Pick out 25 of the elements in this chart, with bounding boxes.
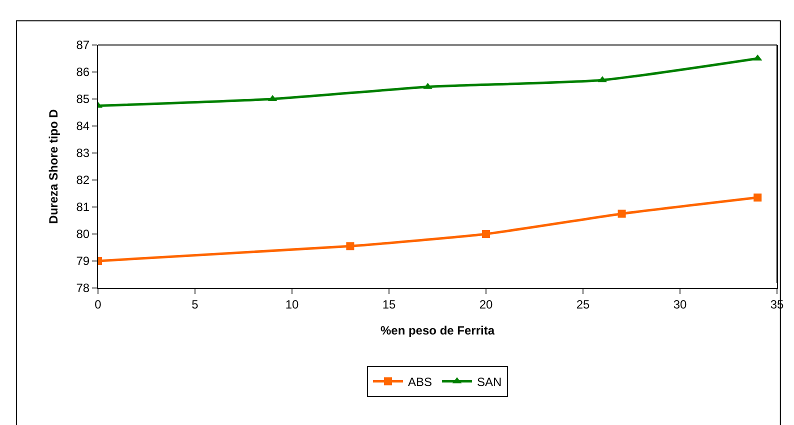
x-tick-label: 0 <box>94 297 102 312</box>
y-tick-label: 82 <box>76 173 90 188</box>
y-tick-label: 80 <box>76 227 90 242</box>
x-tick-label: 25 <box>576 297 590 312</box>
x-tick-label: 15 <box>382 297 396 312</box>
y-tick-label: 87 <box>76 38 90 52</box>
legend-label: ABS <box>408 374 432 389</box>
y-tick-label: 83 <box>76 146 90 160</box>
y-tick-label: 79 <box>76 254 90 268</box>
y-tick-label: 86 <box>76 65 90 80</box>
y-tick-label: 78 <box>76 281 90 296</box>
x-tick-label: 10 <box>285 297 299 312</box>
x-tick-label: 20 <box>479 297 493 312</box>
x-tick-label: 30 <box>673 297 687 312</box>
legend-label: SAN <box>477 374 502 389</box>
point <box>482 230 490 238</box>
y-tick-label: 85 <box>76 92 90 106</box>
y-tick-label: 81 <box>76 200 90 214</box>
point <box>346 242 354 250</box>
y-axis-title: Dureza Shore tipo D <box>46 108 61 224</box>
point <box>618 210 626 218</box>
point <box>754 194 762 202</box>
y-tick-label: 84 <box>76 119 90 134</box>
x-axis-title: %en peso de Ferrita <box>380 323 495 338</box>
x-tick-label: 5 <box>192 297 199 312</box>
